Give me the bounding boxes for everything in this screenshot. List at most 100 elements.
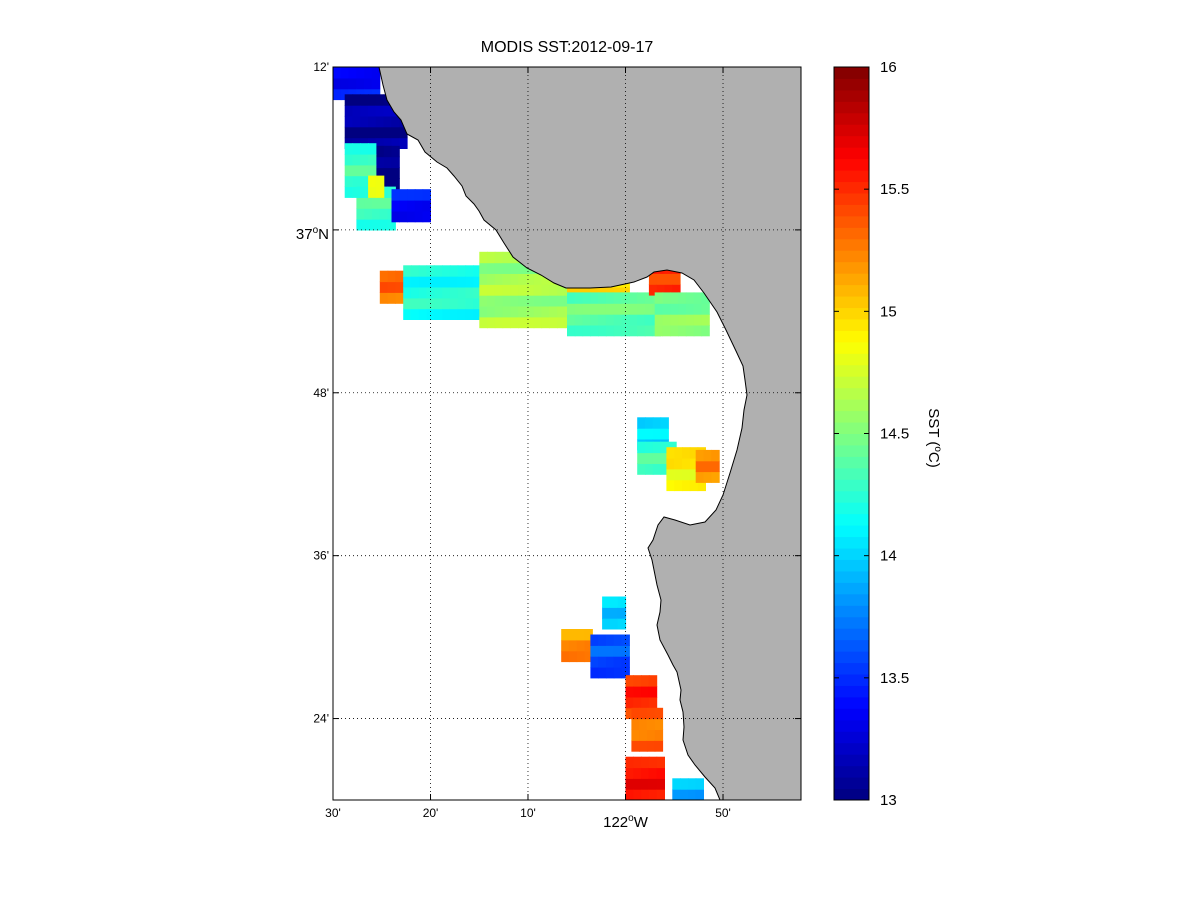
colorbar-swatch bbox=[834, 651, 869, 664]
colorbar-tick-label: 14 bbox=[880, 548, 897, 565]
colorbar-swatch bbox=[834, 444, 869, 457]
sst-cell bbox=[344, 105, 354, 117]
sst-cell bbox=[613, 303, 623, 315]
sst-cell bbox=[525, 295, 535, 307]
sst-cell bbox=[344, 154, 354, 166]
sst-cell bbox=[689, 468, 699, 481]
sst-cell bbox=[613, 324, 623, 337]
sst-cell bbox=[629, 314, 638, 326]
lat-tick-label-value: 37 bbox=[296, 226, 313, 243]
sst-cell bbox=[582, 303, 591, 315]
sst-cell bbox=[368, 154, 377, 166]
sst-cell bbox=[685, 314, 695, 326]
sst-cell bbox=[487, 316, 496, 329]
sst-cell bbox=[641, 686, 650, 698]
colorbar-swatch bbox=[834, 570, 869, 583]
sst-cell bbox=[561, 650, 570, 663]
colorbar-gradient bbox=[834, 67, 869, 801]
sst-cell bbox=[395, 292, 404, 304]
sst-cell bbox=[584, 639, 593, 652]
sst-cell bbox=[656, 778, 665, 790]
sst-cell bbox=[695, 778, 704, 790]
sst-cell bbox=[371, 67, 381, 68]
sst-cell bbox=[557, 295, 566, 307]
sst-cell bbox=[606, 645, 615, 657]
sst-cell bbox=[582, 292, 591, 304]
sst-cell bbox=[442, 287, 451, 299]
sst-cell bbox=[680, 789, 689, 800]
sst-cell bbox=[379, 270, 389, 283]
sst-cell bbox=[368, 126, 377, 139]
sst-cell bbox=[633, 686, 642, 698]
sst-cell bbox=[654, 314, 664, 326]
sst-cell bbox=[584, 650, 593, 663]
sst-cell bbox=[383, 145, 393, 158]
sst-cell bbox=[442, 276, 451, 288]
sst-cell bbox=[590, 303, 599, 315]
sst-cell bbox=[364, 67, 373, 68]
sst-heatmap-cells bbox=[333, 45, 720, 800]
colorbar-swatch bbox=[834, 628, 869, 641]
sst-cell bbox=[590, 324, 599, 337]
sst-cell bbox=[695, 789, 704, 800]
colorbar-swatch bbox=[834, 490, 869, 503]
sst-cell bbox=[449, 297, 459, 310]
sst-cell bbox=[340, 77, 350, 90]
sst-cell bbox=[368, 164, 377, 177]
sst-cell bbox=[356, 45, 364, 56]
sst-cell bbox=[333, 88, 342, 101]
sst-cell bbox=[341, 45, 349, 56]
sst-cell bbox=[582, 324, 591, 337]
sst-cell bbox=[652, 428, 662, 440]
sst-cell bbox=[510, 273, 519, 285]
sst-cell bbox=[391, 126, 400, 139]
sst-cell bbox=[391, 145, 400, 158]
colorbar-swatch bbox=[834, 731, 869, 744]
sst-cell bbox=[613, 634, 623, 646]
colorbar-swatch bbox=[834, 273, 869, 286]
sst-cell bbox=[639, 729, 648, 741]
sst-cell bbox=[487, 306, 496, 318]
sst-cell bbox=[633, 756, 642, 769]
sst-cell bbox=[674, 458, 683, 470]
colorbar-swatch bbox=[834, 135, 869, 148]
sst-cell bbox=[525, 273, 535, 285]
colorbar-swatch bbox=[834, 376, 869, 389]
sst-cell bbox=[656, 273, 666, 285]
sst-cell bbox=[414, 210, 424, 223]
sst-cell bbox=[518, 295, 527, 307]
colorbar-swatch bbox=[834, 433, 869, 446]
sst-cell bbox=[605, 324, 615, 337]
sst-cell bbox=[426, 276, 435, 288]
sst-cell bbox=[372, 219, 381, 231]
colorbar-swatch bbox=[834, 536, 869, 549]
sst-cell bbox=[364, 77, 373, 90]
colorbar-swatch bbox=[834, 250, 869, 263]
sst-cell bbox=[685, 292, 695, 304]
colorbar-swatch bbox=[834, 559, 869, 572]
sst-cell bbox=[399, 137, 408, 149]
sst-cell bbox=[648, 284, 658, 296]
colorbar-swatch bbox=[834, 67, 869, 79]
sst-cell bbox=[418, 265, 428, 277]
colorbar-swatch bbox=[834, 399, 869, 412]
sst-cell bbox=[648, 696, 658, 709]
colorbar-swatch bbox=[834, 479, 869, 492]
sst-cell bbox=[598, 303, 607, 315]
sst-cell bbox=[502, 262, 511, 274]
sst-cell bbox=[344, 115, 354, 128]
sst-cell bbox=[375, 186, 385, 198]
sst-cell bbox=[533, 284, 543, 296]
sst-cell bbox=[465, 287, 474, 299]
sst-cell bbox=[648, 675, 658, 687]
colorbar-swatch bbox=[834, 719, 869, 732]
colorbar-swatch bbox=[834, 685, 869, 698]
sst-cell bbox=[664, 284, 673, 296]
sst-cell bbox=[487, 251, 496, 264]
lon-tick-label: 50' bbox=[715, 806, 731, 820]
sst-cell bbox=[567, 292, 576, 304]
sst-cell bbox=[348, 67, 357, 68]
sst-cell bbox=[654, 740, 664, 752]
sst-cell bbox=[605, 303, 615, 315]
